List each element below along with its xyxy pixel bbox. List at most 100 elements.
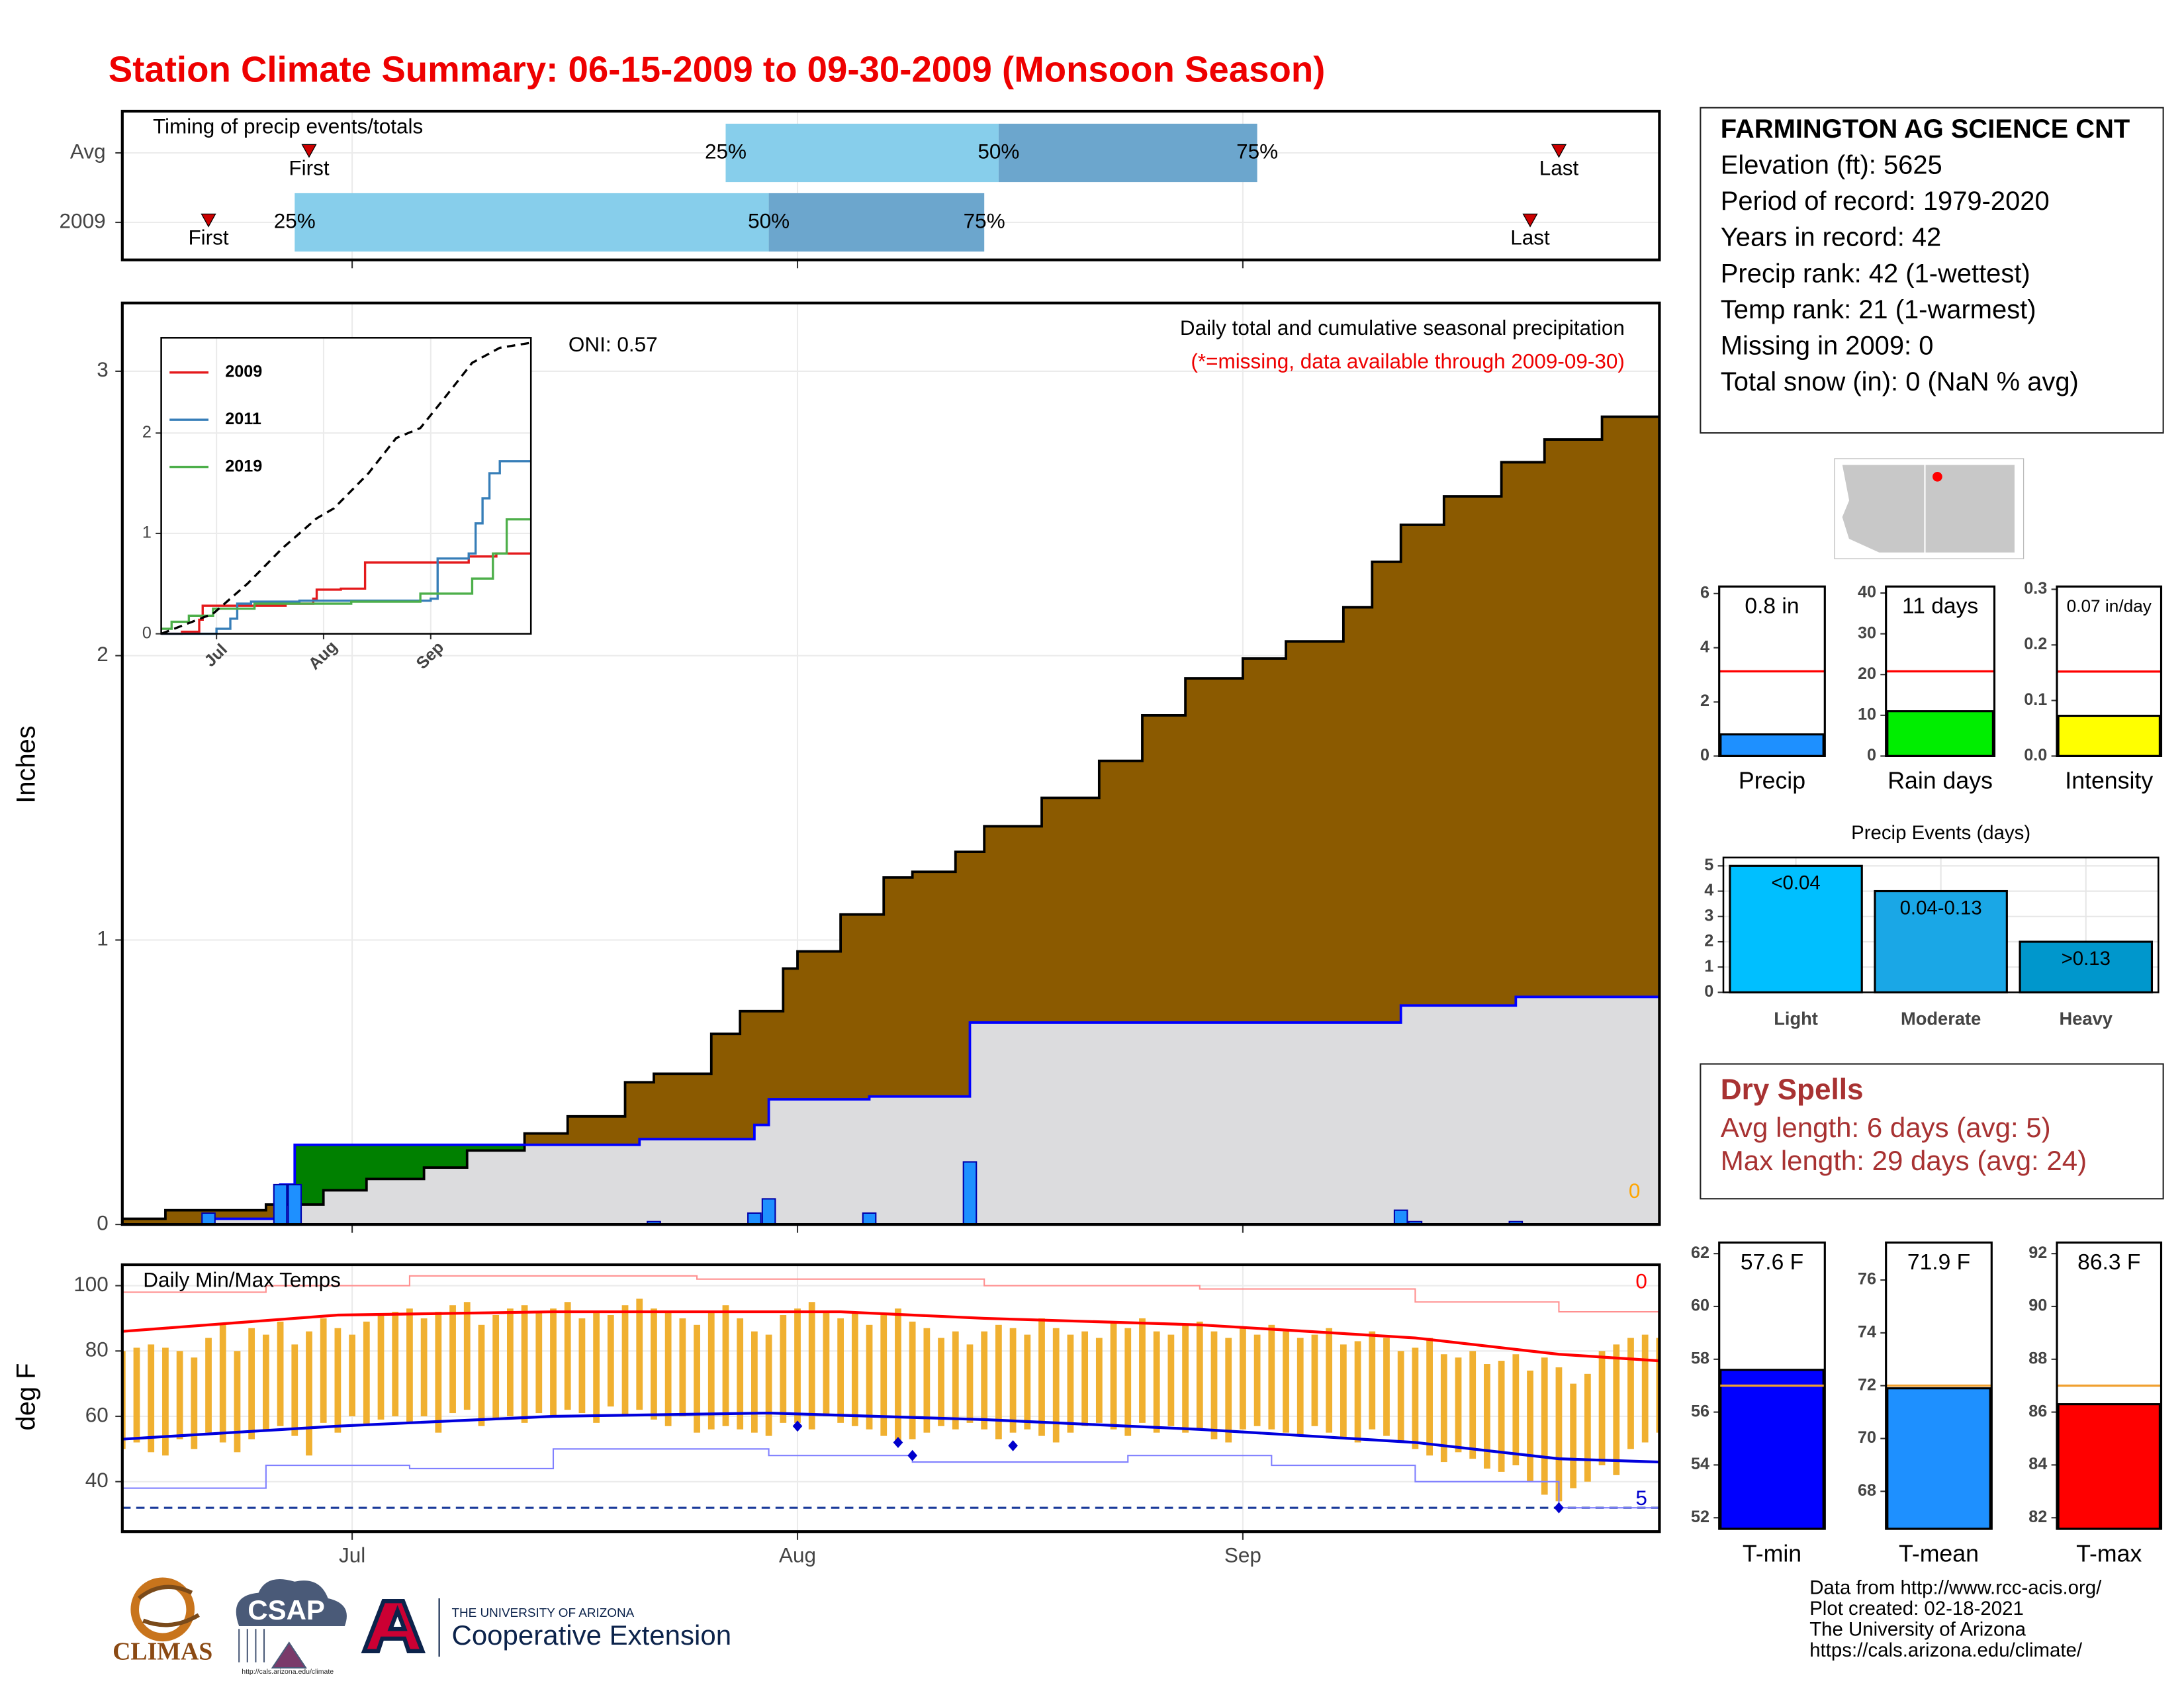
y-tick-label: 40: [85, 1468, 109, 1492]
quartile-label: 50%: [748, 208, 790, 232]
temp-range-bar: [808, 1302, 815, 1430]
temp-line: [122, 1411, 1660, 1464]
y-tick-label: 2009: [60, 208, 106, 232]
quartile-label: 75%: [1236, 139, 1278, 163]
temp-range-bar: [636, 1299, 643, 1410]
event-marker: [1522, 213, 1538, 228]
value-label: 86.3 F: [2077, 1250, 2140, 1275]
x-axis-label: T-max: [2076, 1540, 2142, 1567]
panel-frame: [1885, 585, 1996, 757]
event-marker: [201, 213, 216, 228]
temp-range-bar: [664, 1312, 672, 1426]
panel-frame: [1885, 1241, 1993, 1530]
temp-range-bar: [1455, 1357, 1462, 1453]
temp-line: [122, 1310, 1660, 1363]
footer-line: Plot created: 02-18-2021: [1809, 1596, 2024, 1620]
range-label: 0.04-0.13: [1900, 897, 1982, 919]
y-tick-label: 74: [1858, 1323, 1876, 1342]
y-tick-label: 0.2: [2024, 635, 2047, 653]
ua-text: THE UNIVERSITY OF ARIZONA: [451, 1606, 634, 1620]
temp-range-bar: [880, 1315, 887, 1436]
temp-range-bar: [1153, 1331, 1160, 1433]
value-label: 11 days: [1902, 594, 1978, 619]
x-tick-label: Jul: [201, 640, 231, 670]
temp-range-bar: [392, 1312, 399, 1416]
temp-range-bar: [1225, 1338, 1232, 1443]
oni-label: ONI: 0.57: [569, 332, 658, 356]
temp-range-bar: [1656, 1338, 1660, 1433]
temp-line: [122, 1448, 1660, 1521]
temp-range-bar: [521, 1305, 528, 1423]
temp-range-bar: [938, 1338, 944, 1426]
bar: [2057, 1403, 2161, 1530]
temp-range-bar: [1253, 1334, 1261, 1426]
temp-range-bar: [162, 1347, 169, 1456]
y-tick-label: 86: [2028, 1402, 2047, 1420]
daily-bar: [962, 1161, 978, 1226]
temp-range-bar: [1240, 1328, 1246, 1430]
temp-range-bar: [1182, 1324, 1189, 1433]
station-detail: Precip rank: 42 (1-wettest): [1720, 259, 2030, 289]
y-tick-label: 88: [2028, 1349, 2047, 1367]
csap-text: CSAP: [248, 1594, 325, 1625]
climas-text: CLIMAS: [113, 1638, 212, 1666]
temp-range-bar: [1095, 1338, 1103, 1423]
temp-range-bar: [1440, 1354, 1447, 1463]
temp-range-bar: [564, 1302, 571, 1410]
temp-range-bar: [435, 1312, 442, 1433]
temp-range-bar: [449, 1305, 456, 1414]
station-detail: Temp rank: 21 (1-warmest): [1720, 296, 2036, 326]
record-high-count: 0: [1635, 1269, 1647, 1293]
x-axis-label: T-mean: [1899, 1540, 1979, 1567]
x-tick-label: Sep: [413, 638, 447, 672]
daily-bar: [201, 1212, 216, 1226]
average-line: [122, 385, 1661, 1220]
temp-range-bar: [1024, 1334, 1031, 1430]
y-tick-label: 20: [1858, 664, 1876, 683]
y-tick-label: 4: [1704, 881, 1713, 899]
station-detail: Missing in 2009: 0: [1720, 332, 1934, 361]
y-tick-label: 0.1: [2024, 690, 2047, 709]
quartile-label: 25%: [274, 208, 316, 232]
y-tick-label: 3: [1704, 906, 1713, 925]
average-area: [122, 385, 1660, 1225]
y-tick-label: 2: [1704, 932, 1713, 950]
series-line: [161, 460, 531, 635]
value-label: 0.8 in: [1745, 594, 1799, 619]
temp-range-bar: [1124, 1328, 1132, 1436]
bar: [1886, 1387, 1991, 1530]
footer-line: The University of Arizona: [1809, 1618, 2026, 1640]
temp-range-bar: [1397, 1351, 1404, 1443]
temp-range-bar: [148, 1344, 155, 1453]
temp-range-bar: [1412, 1347, 1419, 1449]
record-point: [1554, 1502, 1564, 1514]
x-axis-label: Intensity: [2065, 768, 2153, 794]
y-tick-label: 0: [1700, 746, 1709, 764]
footer-line: https://cals.arizona.edu/climate/: [1809, 1638, 2083, 1661]
inset-bg: [161, 338, 531, 634]
daily-bar: [1393, 1209, 1408, 1226]
temp-range-bar: [1369, 1331, 1376, 1430]
y-tick-label: 60: [85, 1402, 109, 1426]
map-state: [1924, 463, 2017, 554]
temp-range-bar: [679, 1318, 686, 1416]
temp-range-bar: [1052, 1328, 1060, 1443]
temp-range-bar: [363, 1321, 370, 1426]
panel-title: Timing of precip events/totals: [153, 114, 423, 138]
legend-label: 2019: [225, 457, 262, 475]
record-low-count: 5: [1635, 1486, 1647, 1510]
y-tick-label: 3: [97, 357, 109, 381]
temp-range-bar: [1067, 1334, 1074, 1433]
temp-range-bar: [1038, 1318, 1045, 1436]
logos: CLIMAS CSAP http://cals.arizona.edu/clim…: [113, 1577, 731, 1676]
y-tick-label: 72: [1858, 1375, 1876, 1394]
temp-range-bar: [1340, 1344, 1347, 1439]
quartile-label: 50%: [978, 139, 1019, 163]
temp-range-bar: [837, 1318, 844, 1423]
temp-range-bar: [1512, 1354, 1520, 1466]
x-tick-label: Aug: [779, 1543, 816, 1567]
y-tick-label: 40: [1858, 583, 1876, 602]
temp-range-bar: [751, 1331, 758, 1433]
